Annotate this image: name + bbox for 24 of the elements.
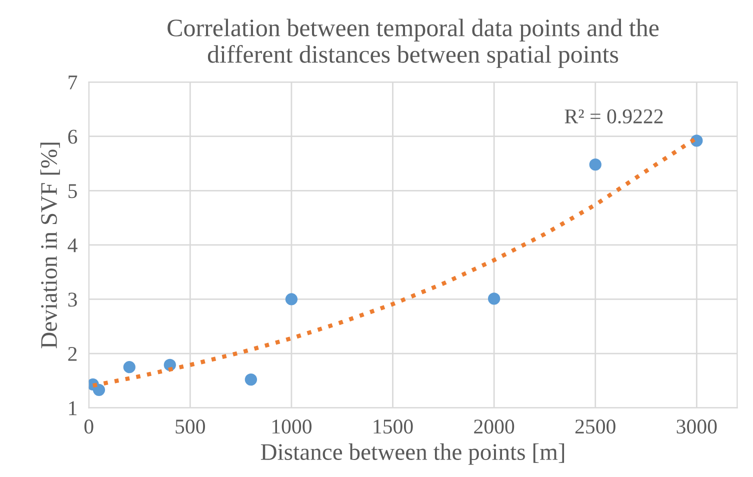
point xyxy=(244,374,258,386)
chart-title: Correlation between temporal data points and the different distances between spatial points xyxy=(168,18,659,68)
x-tick-label: 0 xyxy=(84,420,94,434)
y-tick-label: 6 xyxy=(68,130,78,144)
y-tick-label: 5 xyxy=(68,184,77,198)
y-axis-title: Deviation in SVF [%] xyxy=(40,142,60,348)
x-tick-label: 1500 xyxy=(374,420,413,434)
point xyxy=(589,158,602,171)
point xyxy=(488,292,500,305)
x-tick-label: 500 xyxy=(176,420,205,434)
point xyxy=(92,384,106,396)
x-axis-title: Distance between the points [m] xyxy=(260,443,564,465)
x-tick-label: 3000 xyxy=(676,420,717,434)
x-tick-label: 2000 xyxy=(474,420,514,434)
y-tick-label: 3 xyxy=(68,292,77,307)
point xyxy=(285,293,298,306)
point xyxy=(123,361,136,374)
y-tick-label: 4 xyxy=(68,238,78,252)
x-tick-label: 1000 xyxy=(272,420,312,434)
x-tick-label: 2500 xyxy=(575,420,616,434)
y-tick-label: 2 xyxy=(68,346,77,361)
y-tick-label: 7 xyxy=(68,76,78,90)
y-tick-label: 1 xyxy=(69,401,76,416)
annotation: R² = 0.9222 xyxy=(564,109,663,124)
